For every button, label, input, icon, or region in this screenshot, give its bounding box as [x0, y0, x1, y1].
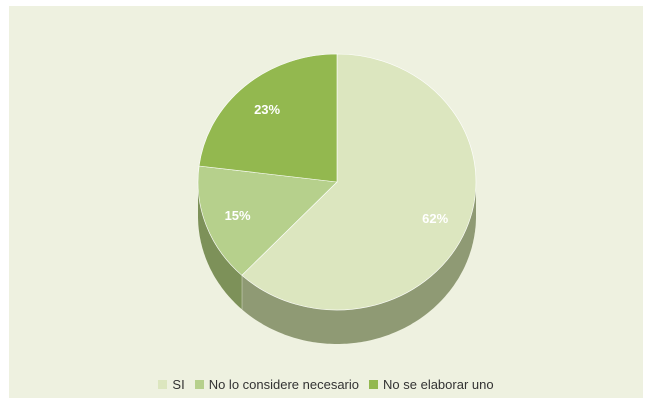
pie-side-no-necesario: [198, 183, 242, 310]
chart-area: 62% 15% 23% SI No lo considere necesario N…: [9, 6, 643, 398]
pie-slice-si: [241, 53, 477, 311]
legend-item-no-necesario: No lo considere necesario: [194, 377, 360, 392]
legend-label-si: SI: [172, 377, 185, 392]
pie-side-si: [242, 182, 476, 344]
legend-label-no-elaborar: No se elaborar uno: [383, 377, 494, 392]
slice-label-no-necesario: 15%: [225, 208, 251, 223]
pie-slice-no-necesario: [197, 165, 338, 276]
legend: SI No lo considere necesario No se elabo…: [9, 377, 643, 392]
legend-swatch-si: [158, 380, 168, 389]
legend-item-si: SI: [158, 377, 185, 392]
legend-label-no-necesario: No lo considere necesario: [208, 377, 360, 392]
pie-slice-no-elaborar: [198, 53, 338, 183]
legend-swatch-no-necesario: [194, 380, 204, 389]
slice-label-no-elaborar: 23%: [254, 102, 280, 117]
legend-swatch-no-elaborar: [369, 380, 379, 389]
slice-label-si: 62%: [422, 211, 448, 226]
pie-chart: 62% 15% 23%: [197, 53, 477, 344]
legend-item-no-elaborar: No se elaborar uno: [369, 377, 494, 392]
